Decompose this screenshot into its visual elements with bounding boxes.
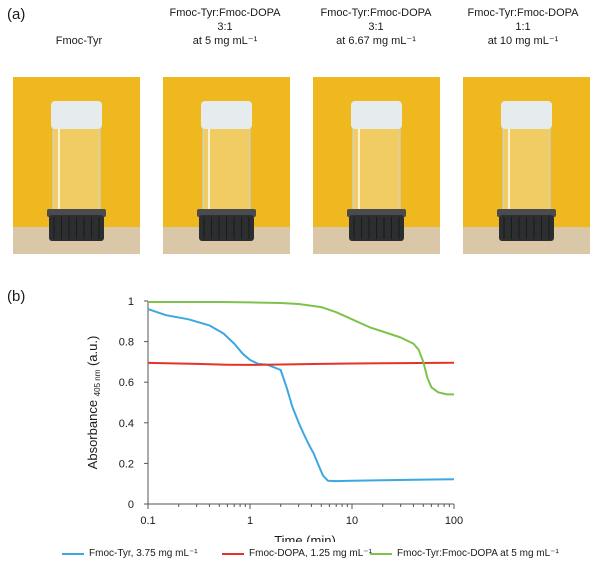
legend-item-1: Fmoc-Tyr, 3.75 mg mL⁻¹ xyxy=(62,548,198,559)
gel-plug xyxy=(501,101,552,129)
y-tick-label: 0.6 xyxy=(119,377,134,389)
vial-2-line-3: at 5 mg mL⁻¹ xyxy=(192,35,258,47)
y-tick-label: 0.4 xyxy=(119,418,134,430)
legend-swatch-3 xyxy=(370,552,392,555)
vial-photo-drawing xyxy=(313,77,440,254)
vial-4-line-3: at 10 mg mL⁻¹ xyxy=(487,35,559,47)
y-tick-label: 0.8 xyxy=(119,337,134,349)
legend-item-3: Fmoc-Tyr:Fmoc-DOPA at 5 mg mL⁻¹ xyxy=(370,548,559,559)
y-axis-title-subscript: 405 nm xyxy=(93,369,102,396)
y-axis-title-unit: (a.u.) xyxy=(85,336,100,370)
vial-3-line-3: at 6.67 mg mL⁻¹ xyxy=(336,35,416,47)
vial-2-line-2: 3:1 xyxy=(217,21,233,33)
gel-plug xyxy=(351,101,402,129)
vial-photo-drawing xyxy=(13,77,140,254)
y-axis-title: Absorbance 405 nm (a.u.) xyxy=(85,336,102,470)
x-tick-label: 1 xyxy=(247,515,253,527)
series-line-3 xyxy=(148,301,454,396)
vial-label-1: Fmoc-Tyr xyxy=(4,34,154,48)
gel-plug xyxy=(201,101,252,129)
x-axis-title: Time (min) xyxy=(274,533,336,542)
legend-swatch-1 xyxy=(62,552,84,555)
y-tick-label: 0 xyxy=(128,499,134,511)
vial-photo-drawing xyxy=(463,77,590,254)
y-tick-label: 0.2 xyxy=(119,458,134,470)
x-tick-label: 100 xyxy=(445,515,463,527)
legend-item-2: Fmoc-DOPA, 1.25 mg mL⁻¹ xyxy=(222,548,372,559)
vial-photo-2 xyxy=(163,77,290,254)
vial-photo-drawing xyxy=(163,77,290,254)
vial-glass xyxy=(202,124,251,222)
vial-glass xyxy=(352,124,401,222)
legend-text-1: Fmoc-Tyr, 3.75 mg mL⁻¹ xyxy=(89,548,198,559)
absorbance-chart: 0 0.2 0.4 0.6 0.8 1 0.1 1 10 100 Time (min) Absorba… xyxy=(85,296,463,542)
panel-a-label: (a) xyxy=(7,6,26,23)
y-tick-label: 1 xyxy=(128,296,134,308)
series-line-1 xyxy=(147,308,455,483)
vial-photo-4 xyxy=(463,77,590,254)
legend-swatch-2 xyxy=(222,552,244,555)
x-tick-label: 0.1 xyxy=(140,515,155,527)
vial-photo-1 xyxy=(13,77,140,254)
vial-label-4: Fmoc-Tyr:Fmoc-DOPA 1:1 at 10 mg mL⁻¹ xyxy=(448,6,598,48)
y-axis-title-main: Absorbance xyxy=(85,396,100,469)
vial-3-line-1: Fmoc-Tyr:Fmoc-DOPA xyxy=(320,7,432,19)
vial-1-line-1: Fmoc-Tyr xyxy=(55,35,103,47)
legend-text-3: Fmoc-Tyr:Fmoc-DOPA at 5 mg mL⁻¹ xyxy=(397,548,559,559)
panel-b-label: (b) xyxy=(7,288,26,305)
vial-photo-3 xyxy=(313,77,440,254)
vial-label-2: Fmoc-Tyr:Fmoc-DOPA 3:1 at 5 mg mL⁻¹ xyxy=(150,6,300,48)
vial-glass xyxy=(502,124,551,222)
vial-3-line-2: 3:1 xyxy=(368,21,384,33)
vial-2-line-1: Fmoc-Tyr:Fmoc-DOPA xyxy=(169,7,281,19)
vial-4-line-1: Fmoc-Tyr:Fmoc-DOPA xyxy=(467,7,579,19)
vial-label-3: Fmoc-Tyr:Fmoc-DOPA 3:1 at 6.67 mg mL⁻¹ xyxy=(301,6,451,48)
gel-plug xyxy=(51,101,102,129)
series-line-2 xyxy=(147,361,455,366)
legend-text-2: Fmoc-DOPA, 1.25 mg mL⁻¹ xyxy=(249,548,372,559)
x-tick-label: 10 xyxy=(346,515,358,527)
vial-4-line-2: 1:1 xyxy=(515,21,531,33)
vial-glass xyxy=(52,124,101,222)
